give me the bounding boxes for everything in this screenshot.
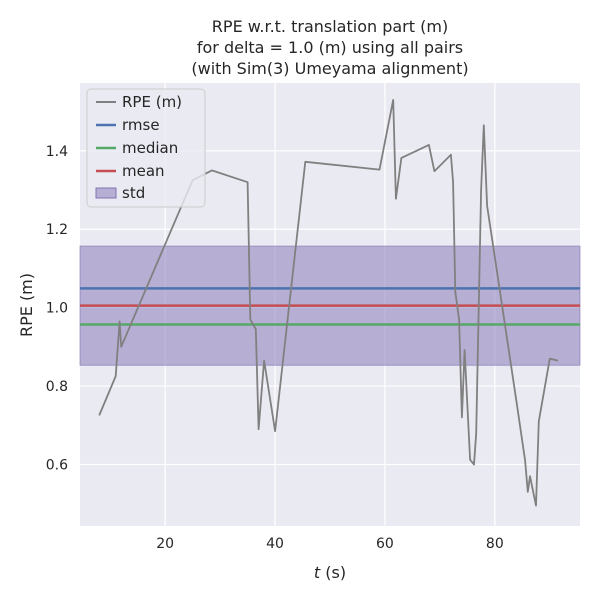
chart-title-line-3: (with Sim(3) Umeyama alignment) bbox=[191, 59, 468, 78]
y-axis-label: RPE (m) bbox=[17, 273, 36, 337]
y-tick-label: 1.0 bbox=[46, 301, 68, 317]
x-tick-label: 80 bbox=[486, 536, 504, 552]
chart-title-line-2: for delta = 1.0 (m) using all pairs bbox=[197, 38, 463, 57]
rpe-series-line bbox=[98, 99, 559, 507]
y-tick-label: 1.4 bbox=[46, 144, 68, 160]
x-axis-label: t (s) bbox=[314, 563, 346, 582]
y-tick-label: 0.8 bbox=[46, 379, 68, 395]
x-axis-label-variable: t bbox=[314, 563, 321, 582]
legend-label-rpe: RPE (m) bbox=[122, 93, 182, 111]
x-axis-label-unit: (s) bbox=[320, 563, 346, 582]
legend-swatch-std bbox=[95, 187, 117, 199]
x-tick-labels: 20 40 60 80 bbox=[156, 536, 503, 552]
statistic-lines bbox=[80, 287, 580, 326]
y-tick-labels: 0.6 0.8 1.0 1.2 1.4 bbox=[46, 144, 68, 474]
legend-label-rmse: rmse bbox=[122, 116, 160, 134]
x-tick-label: 20 bbox=[156, 536, 174, 552]
legend-frame bbox=[86, 88, 206, 208]
legend: RPE (m) rmse median mean std bbox=[86, 88, 206, 208]
chart-title-line-1: RPE w.r.t. translation part (m) bbox=[212, 17, 448, 36]
legend-label-std: std bbox=[122, 184, 145, 202]
y-tick-label: 1.2 bbox=[46, 222, 68, 238]
y-tick-label: 0.6 bbox=[46, 457, 68, 473]
x-tick-label: 60 bbox=[376, 536, 394, 552]
series-lines bbox=[98, 99, 559, 507]
legend-label-median: median bbox=[122, 139, 178, 157]
x-tick-label: 40 bbox=[266, 536, 284, 552]
legend-label-mean: mean bbox=[122, 162, 165, 180]
